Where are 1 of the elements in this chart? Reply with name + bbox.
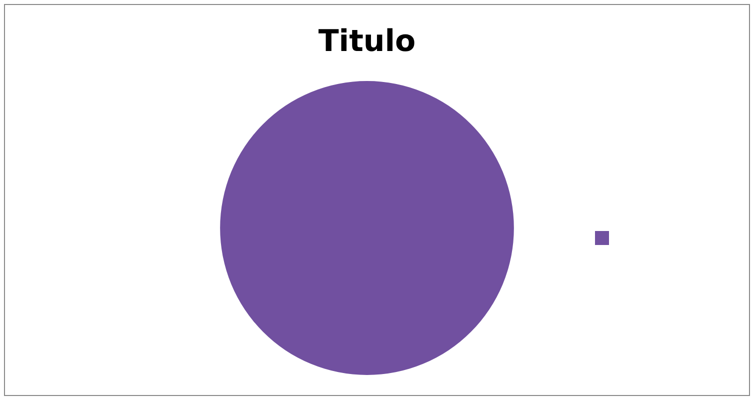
chart-title: Titulo xyxy=(318,24,416,59)
